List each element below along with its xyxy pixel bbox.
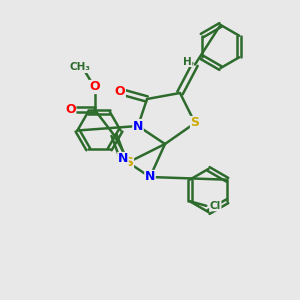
Text: S: S — [124, 155, 134, 169]
Text: N: N — [145, 170, 155, 184]
Text: H: H — [183, 56, 192, 67]
Text: CH₃: CH₃ — [69, 62, 90, 73]
Text: Cl: Cl — [210, 201, 221, 211]
Text: N: N — [118, 152, 128, 166]
Text: O: O — [115, 85, 125, 98]
Text: S: S — [190, 116, 200, 130]
Text: N: N — [133, 119, 143, 133]
Text: O: O — [89, 80, 100, 94]
Text: O: O — [65, 103, 76, 116]
